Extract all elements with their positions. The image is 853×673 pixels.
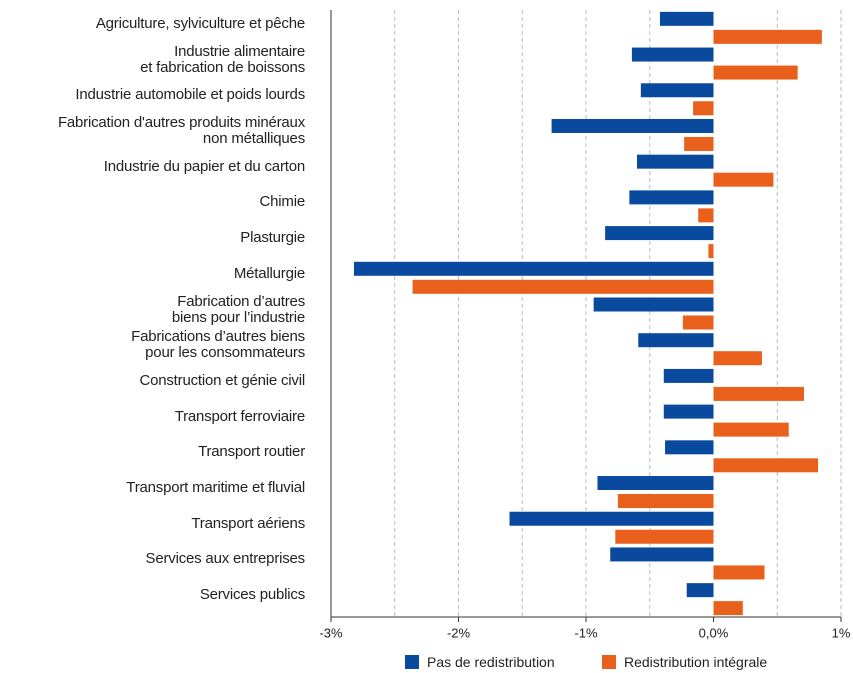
y-tick-label: Chimie — [259, 193, 306, 211]
y-tick-label: Métallurgie — [233, 264, 305, 282]
bar — [353, 261, 714, 276]
bar — [708, 244, 714, 259]
bar — [617, 494, 714, 509]
y-tick-label: Fabrication d'autres produits minéraux n… — [57, 113, 305, 147]
x-tick-label: 1% — [832, 625, 851, 640]
x-tick-label: -2% — [447, 625, 471, 640]
bar — [713, 422, 789, 437]
bar — [698, 208, 714, 223]
bar — [659, 11, 714, 26]
y-tick-label: Agriculture, sylviculture et pêche — [95, 14, 305, 32]
bar — [509, 511, 714, 526]
bar — [597, 476, 714, 491]
bar — [713, 386, 805, 401]
bar — [713, 29, 822, 44]
x-tick-label: -3% — [319, 625, 343, 640]
bar — [684, 136, 714, 151]
y-tick-label: Services aux entreprises — [145, 550, 306, 568]
bar — [713, 65, 798, 80]
bar — [629, 190, 714, 205]
bar — [713, 351, 762, 366]
bar — [638, 333, 714, 348]
x-tick-label: 0,0% — [699, 625, 729, 640]
bar — [663, 404, 714, 419]
legend-label: Pas de redistribution — [427, 654, 555, 670]
bar — [610, 547, 714, 562]
bar — [593, 297, 714, 312]
bar — [693, 101, 714, 116]
bar — [663, 368, 714, 383]
y-tick-label: Fabrications d’autres biens pour les con… — [131, 328, 305, 362]
y-tick-label: Transport ferroviaire — [174, 407, 305, 425]
bar — [713, 172, 774, 187]
bar — [412, 279, 714, 294]
bar — [713, 565, 765, 580]
y-tick-label: Transport maritime et fluvial — [126, 479, 305, 497]
bar — [665, 440, 714, 455]
y-tick-label: Industrie du papier et du carton — [103, 157, 305, 175]
legend-label: Redistribution intégrale — [624, 654, 768, 670]
y-tick-label: Industrie alimentaire et fabrication de … — [140, 42, 305, 76]
bar — [631, 47, 714, 62]
y-tick-label: Plasturgie — [240, 229, 305, 247]
legend-swatch — [405, 655, 419, 669]
y-tick-label: Services publics — [199, 586, 305, 604]
bar — [637, 154, 714, 169]
legend-swatch — [602, 655, 616, 669]
y-tick-label: Transport aériens — [191, 514, 305, 532]
y-tick-label: Transport routier — [198, 443, 305, 461]
y-tick-label: Fabrication d’autres biens pour l’indust… — [171, 292, 305, 326]
x-tick-label: -1% — [574, 625, 598, 640]
bar — [605, 226, 714, 241]
y-tick-label: Construction et génie civil — [139, 371, 305, 389]
bar — [615, 529, 714, 544]
bar — [686, 583, 714, 598]
bar — [713, 458, 819, 473]
bar — [713, 601, 743, 616]
bar — [640, 83, 714, 98]
bar — [682, 315, 714, 330]
y-tick-label: Industrie automobile et poids lourds — [75, 86, 305, 104]
bar — [551, 118, 714, 133]
